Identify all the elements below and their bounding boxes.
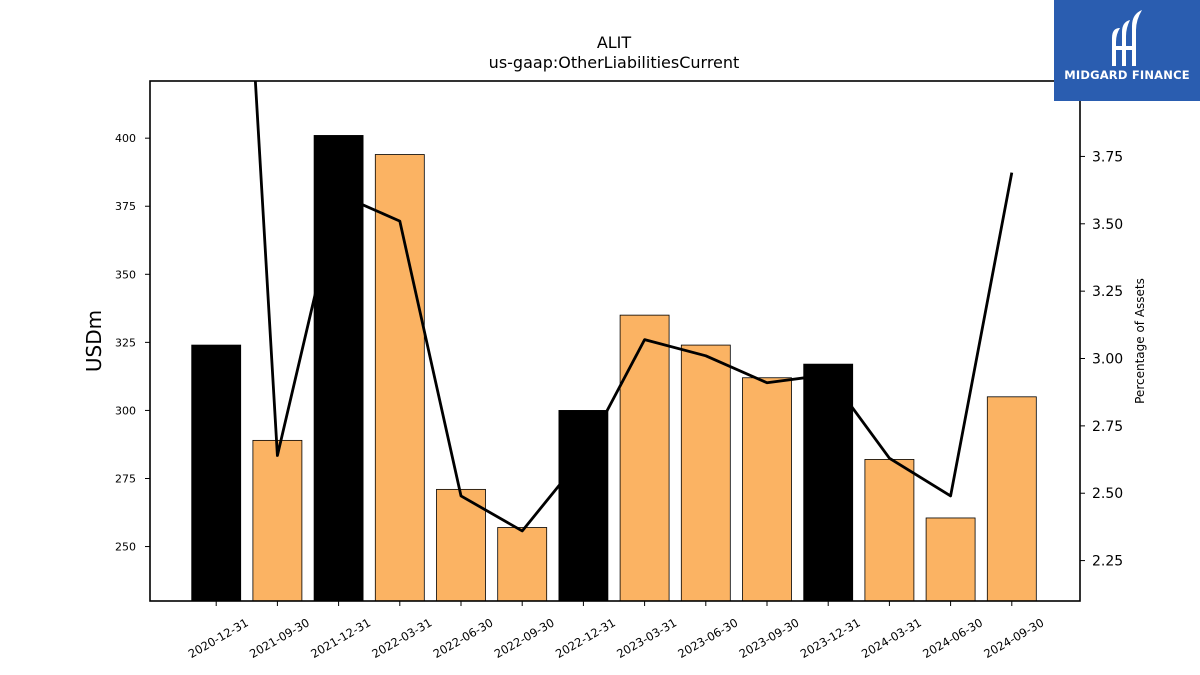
x-tick-label: 2021-09-30 xyxy=(247,615,312,661)
line-layer xyxy=(253,81,1014,533)
bar-2024-09-30 xyxy=(986,396,1037,602)
logo: MIDGARD FINANCE xyxy=(1054,0,1200,101)
x-tick-label: 2023-03-31 xyxy=(614,615,679,661)
x-tick-label: 2022-09-30 xyxy=(492,615,557,661)
y2-tick-label: 2.25 xyxy=(1092,554,1123,570)
y-tick-label: 375 xyxy=(115,200,136,213)
bar-2020-12-31 xyxy=(191,344,242,602)
bar-2023-03-31 xyxy=(619,314,670,602)
x-tick-label: 2024-09-30 xyxy=(981,615,1046,661)
chart-title: ALIT xyxy=(597,33,632,52)
y2-tick-label: 3.50 xyxy=(1092,217,1123,233)
x-tick-label: 2022-06-30 xyxy=(431,615,496,661)
x-tick-label: 2022-12-31 xyxy=(553,615,618,661)
x-tick-label: 2023-06-30 xyxy=(675,615,740,661)
x-tick-label: 2021-12-31 xyxy=(308,615,373,661)
x-tick-label: 2020-12-31 xyxy=(186,615,251,661)
bar-2022-12-31 xyxy=(558,410,609,602)
x-tick-label: 2024-03-31 xyxy=(859,615,924,661)
x-tick-label: 2024-06-30 xyxy=(920,615,985,661)
y2-tick-label: 3.75 xyxy=(1092,149,1123,165)
y2-axis-label: Percentage of Assets xyxy=(1133,278,1147,404)
y-tick-label: 250 xyxy=(115,541,136,554)
x-tick-label: 2022-03-31 xyxy=(369,615,434,661)
y2-tick-label: 2.75 xyxy=(1092,419,1123,435)
bar-2021-12-31 xyxy=(313,135,364,602)
bar-2021-09-30 xyxy=(252,439,303,602)
y2-tick-label: 3.00 xyxy=(1092,352,1123,368)
bar-2022-03-31 xyxy=(374,154,425,602)
logo-text: MIDGARD FINANCE xyxy=(1064,68,1190,82)
y-tick-label: 400 xyxy=(115,132,136,145)
bar-2022-09-30 xyxy=(497,527,548,602)
bar-2024-03-31 xyxy=(864,459,915,602)
percentage-line xyxy=(253,81,1014,533)
y-tick-label: 275 xyxy=(115,472,136,485)
y-tick-label: 325 xyxy=(115,336,136,349)
logo-mark-icon xyxy=(1112,10,1142,66)
y2-tick-label: 2.50 xyxy=(1092,486,1123,502)
y-tick-label: 350 xyxy=(115,268,136,281)
y-tick-label: 300 xyxy=(115,404,136,417)
y-axis-label: USDm xyxy=(82,310,106,372)
plot-frame xyxy=(149,80,1081,602)
x-tick-label: 2023-09-30 xyxy=(737,615,802,661)
y2-tick-label: 3.25 xyxy=(1092,284,1123,300)
x-tick-label: 2023-12-31 xyxy=(798,615,863,661)
bar-2023-09-30 xyxy=(742,377,792,602)
bar-2022-06-30 xyxy=(436,488,486,602)
bar-2023-06-30 xyxy=(680,344,731,602)
bar-2023-12-31 xyxy=(803,363,854,602)
chart-subtitle: us-gaap:OtherLiabilitiesCurrent xyxy=(489,53,740,72)
bar-2024-06-30 xyxy=(925,517,976,602)
bars-layer xyxy=(191,135,1037,602)
